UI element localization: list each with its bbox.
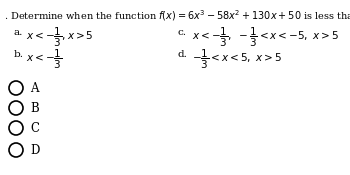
- Text: A: A: [30, 82, 38, 95]
- Text: b.: b.: [14, 50, 24, 59]
- Text: c.: c.: [178, 28, 187, 37]
- Text: a.: a.: [14, 28, 23, 37]
- Text: C: C: [30, 121, 39, 135]
- Text: B: B: [30, 102, 39, 114]
- Text: $x < -\dfrac{1}{3}$: $x < -\dfrac{1}{3}$: [26, 48, 62, 71]
- Text: $x < -\dfrac{1}{3},\ -\dfrac{1}{3} < x < -5,\ x > 5$: $x < -\dfrac{1}{3},\ -\dfrac{1}{3} < x <…: [192, 26, 339, 49]
- Text: $x < -\dfrac{1}{3}, x > 5$: $x < -\dfrac{1}{3}, x > 5$: [26, 26, 94, 49]
- Text: d.: d.: [178, 50, 188, 59]
- Text: $-\dfrac{1}{3} < x < 5,\ x > 5$: $-\dfrac{1}{3} < x < 5,\ x > 5$: [192, 48, 282, 71]
- Text: D: D: [30, 144, 39, 156]
- Text: . Determine when the function $f(x) = 6x^3 - 58x^2 + 130x + 50$ is less than 0.: . Determine when the function $f(x) = 6x…: [4, 8, 350, 23]
